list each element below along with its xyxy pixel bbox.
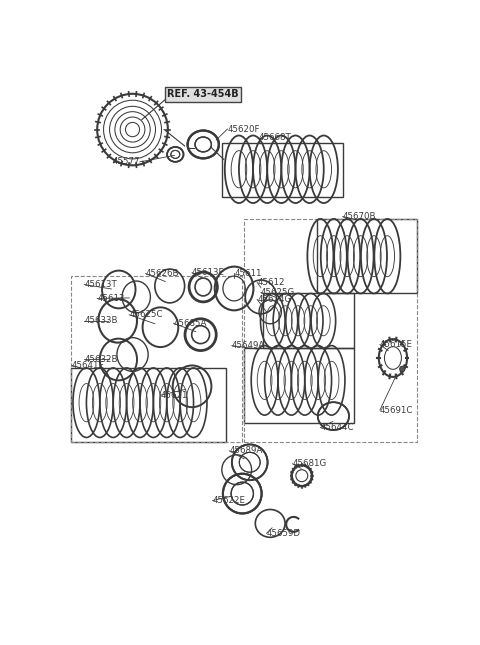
- Text: 45613: 45613: [97, 294, 125, 303]
- Text: 45614G: 45614G: [257, 295, 291, 304]
- Text: 45613E: 45613E: [192, 268, 225, 277]
- Text: 45615E: 45615E: [380, 340, 413, 349]
- Text: 45659D: 45659D: [266, 529, 300, 538]
- Text: REF. 43-454B: REF. 43-454B: [168, 89, 239, 99]
- Text: 45611: 45611: [234, 268, 262, 277]
- Text: 45626B: 45626B: [145, 269, 179, 278]
- Text: 45689A: 45689A: [229, 446, 263, 455]
- Text: 45625C: 45625C: [129, 310, 163, 319]
- Text: 45649A: 45649A: [232, 341, 265, 350]
- Text: 45633B: 45633B: [84, 316, 118, 325]
- Text: 45613T: 45613T: [84, 280, 117, 289]
- Text: 45612: 45612: [257, 278, 285, 287]
- Text: 45621: 45621: [160, 391, 188, 400]
- Text: 45681G: 45681G: [292, 459, 327, 468]
- Text: 45622E: 45622E: [213, 496, 245, 505]
- Text: 45632B: 45632B: [84, 355, 118, 364]
- Ellipse shape: [400, 366, 405, 372]
- Text: 45685A: 45685A: [173, 319, 207, 328]
- Text: 45668T: 45668T: [259, 134, 292, 143]
- Text: 45691C: 45691C: [380, 406, 413, 415]
- Text: 45644C: 45644C: [321, 423, 354, 432]
- Text: 45620F: 45620F: [228, 124, 260, 134]
- Text: 45625G: 45625G: [261, 288, 295, 297]
- Text: 45670B: 45670B: [343, 212, 376, 221]
- Text: 45641E: 45641E: [72, 361, 105, 370]
- Text: 45577: 45577: [112, 157, 140, 166]
